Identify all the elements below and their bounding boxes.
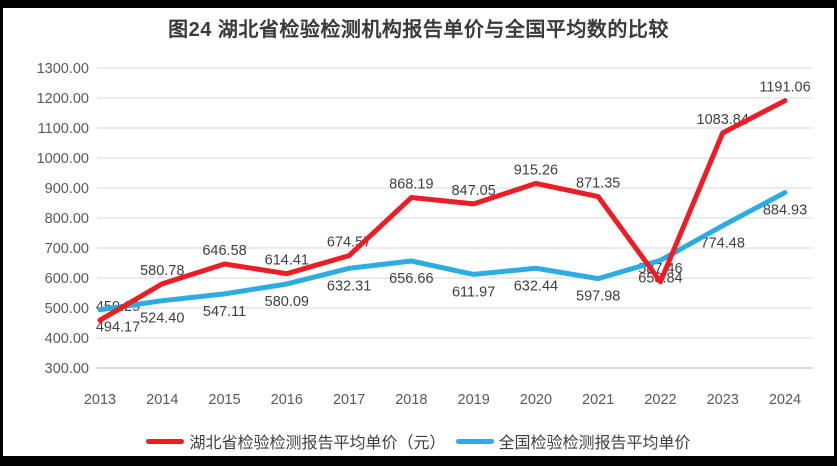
legend-label: 全国检验检测报告平均单价 [498, 435, 691, 452]
chart-canvas: 图24 湖北省检验检测机构报告单价与全国平均数的比较 300.00 400.00 5… [3, 8, 834, 456]
data-label-hubei: 847.05 [451, 183, 495, 199]
legend-swatch-hubei-icon [146, 438, 185, 444]
x-axis-tick-label: 2022 [644, 392, 676, 408]
x-axis-tick-label: 2017 [333, 392, 365, 408]
chart-legend: 湖北省检验检测报告平均单价（元） 全国检验检测报告平均单价 [3, 429, 834, 453]
x-axis-tick-label: 2016 [271, 392, 303, 408]
data-label-national: 611.97 [452, 284, 495, 300]
line-chart-plot: 300.00 400.00 500.00 600.00 700.00 800.00 900.… [37, 61, 813, 408]
data-label-national: 774.48 [701, 236, 745, 252]
data-label-hubei: 871.35 [576, 176, 620, 192]
series-line-hubei [97, 98, 788, 323]
data-label-national: 597.98 [576, 289, 620, 305]
y-axis-tick-label: 900.00 [45, 181, 89, 197]
chart-title: 图24 湖北省检验检测机构报告单价与全国平均数的比较 [168, 19, 669, 41]
y-axis-tick-label: 1300.00 [37, 61, 89, 77]
data-label-national: 656.66 [389, 271, 433, 287]
x-axis-tick-label: 2024 [769, 392, 801, 408]
data-label-hubei: 646.58 [202, 243, 246, 259]
y-axis-tick-label: 1200.00 [37, 91, 89, 107]
x-axis-tick-label: 2019 [458, 392, 490, 408]
x-axis-tick-label: 2014 [146, 392, 178, 408]
legend-label: 湖北省检验检测报告平均单价（元） [189, 435, 446, 452]
y-axis-tick-label: 800.00 [45, 211, 89, 227]
legend-item-hubei: 湖北省检验检测报告平均单价（元） [146, 429, 446, 453]
data-label-hubei: 580.78 [140, 263, 184, 279]
data-label-national: 632.31 [327, 278, 371, 294]
data-label-national: 580.09 [265, 294, 309, 310]
data-label-national: 524.40 [140, 311, 184, 327]
x-axis-tick-label: 2013 [84, 392, 116, 408]
x-axis-tick-label: 2023 [707, 392, 739, 408]
x-axis-tick-label: 2021 [582, 392, 614, 408]
data-label-hubei: 915.26 [514, 162, 558, 178]
data-label-hubei: 868.19 [389, 177, 433, 193]
y-axis-tick-label: 1100.00 [38, 121, 89, 137]
y-axis-tick-label: 500.00 [45, 301, 89, 317]
data-label-national: 884.93 [763, 203, 807, 219]
y-axis-tick-label: 1000.00 [37, 151, 89, 167]
y-axis-tick-label: 400.00 [45, 331, 89, 347]
data-label-hubei: 614.41 [265, 253, 309, 269]
y-axis-tick-label: 300.00 [45, 361, 89, 377]
data-label-hubei: 1191.06 [759, 80, 810, 96]
y-axis-tick-label: 600.00 [45, 271, 89, 287]
legend-swatch-national-icon [455, 438, 494, 444]
legend-item-national: 全国检验检测报告平均单价 [455, 429, 691, 453]
x-axis-tick-label: 2018 [395, 392, 427, 408]
data-label-national: 632.44 [514, 278, 558, 294]
x-axis-tick-label: 2020 [520, 392, 552, 408]
x-axis-tick-label: 2015 [208, 392, 240, 408]
data-label-national: 547.11 [203, 304, 246, 320]
y-axis-tick-label: 700.00 [45, 241, 89, 257]
data-label-national: 494.17 [96, 320, 140, 336]
